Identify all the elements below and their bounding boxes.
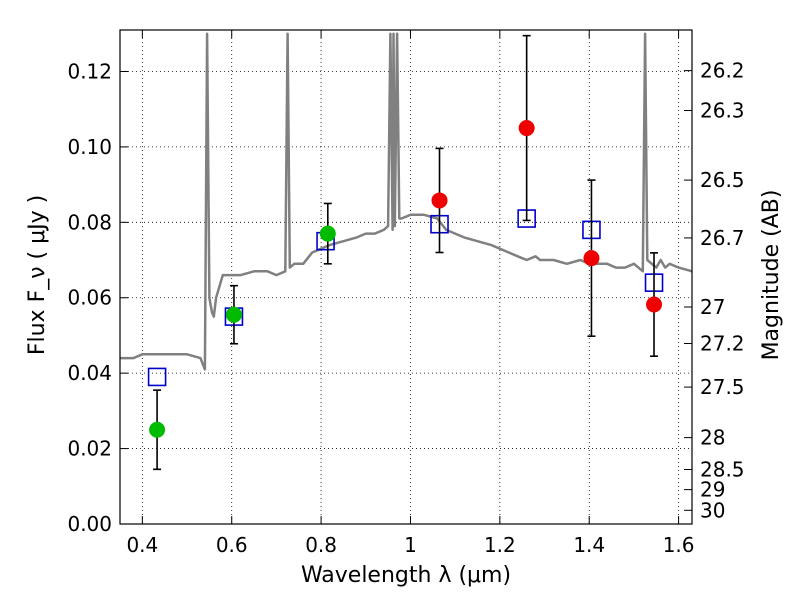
y-tick-label: 0.12 — [67, 59, 112, 83]
y-axis-label: Flux F_ν ( μJy ) — [25, 195, 50, 355]
observed-flux-point — [149, 421, 166, 438]
y-axis: 0.00 0.02 0.04 0.06 0.08 0.10 0.12 — [67, 59, 128, 536]
magnitude-tick-label: 28 — [700, 426, 725, 450]
y-tick-label: 0.02 — [67, 437, 112, 461]
x-tick-label: 1.2 — [484, 533, 516, 557]
y-tick-label: 0.08 — [67, 210, 112, 234]
x-tick-label: 0.6 — [216, 533, 248, 557]
model-flux-square — [147, 367, 167, 387]
plot-frame — [119, 29, 693, 525]
template-spectrum-line — [120, 32, 692, 371]
magnitude-tick-label: 26.2 — [700, 59, 745, 83]
y-tick-label: 0.06 — [67, 286, 112, 310]
x-tick-label: 1.6 — [663, 533, 695, 557]
right-axis-label: Magnitude (AB) — [759, 190, 784, 361]
x-tick-label: 1.4 — [573, 533, 605, 557]
observed-flux-point — [646, 296, 663, 313]
observed-flux-point — [225, 306, 242, 323]
series-group — [120, 32, 692, 371]
magnitude-tick-label: 27 — [700, 295, 725, 319]
observed-flux-point — [583, 250, 600, 267]
plot-area — [120, 32, 692, 471]
x-tick-label: 1 — [404, 533, 417, 557]
magnitude-tick-label: 26.3 — [700, 99, 745, 123]
magnitude-tick-label: 28.5 — [700, 457, 745, 481]
y-tick-label: 0.10 — [67, 135, 112, 159]
x-tick-label: 0.8 — [305, 533, 337, 557]
observed-flux-point — [518, 120, 535, 137]
magnitude-tick-label: 27.5 — [700, 375, 745, 399]
magnitude-tick-label: 26.7 — [700, 226, 745, 250]
magnitude-tick-label: 27.2 — [700, 332, 745, 356]
y-tick-label: 0.04 — [67, 361, 112, 385]
x-axis: 0.4 0.6 0.8 1 1.2 1.4 1.6 — [126, 30, 695, 557]
magnitude-tick-label: 30 — [700, 498, 725, 522]
magnitude-tick-label: 29 — [700, 478, 725, 502]
x-tick-label: 0.4 — [126, 533, 158, 557]
observed-flux-point — [431, 192, 448, 209]
observed-flux-point — [319, 225, 336, 242]
magnitude-tick-label: 26.5 — [700, 168, 745, 192]
y-tick-label: 0.00 — [67, 512, 112, 536]
x-axis-label: Wavelength λ (μm) — [301, 563, 511, 588]
